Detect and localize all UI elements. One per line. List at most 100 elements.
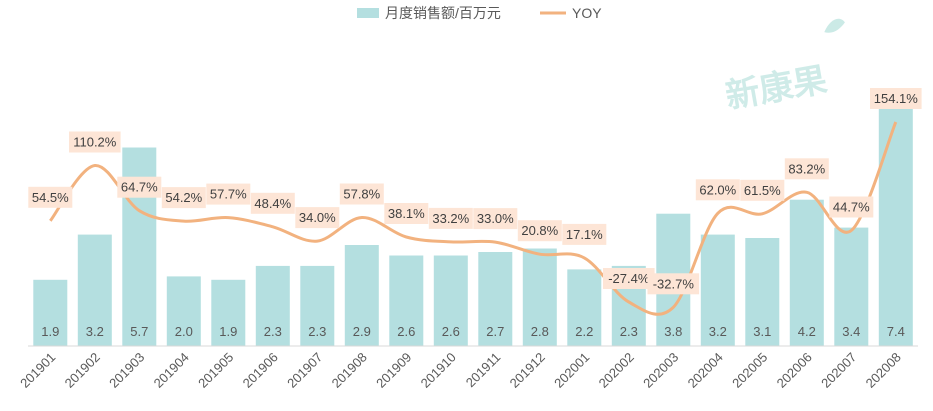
yoy-label-box xyxy=(829,196,874,218)
yoy-label-box xyxy=(784,158,829,180)
yoy-label-box xyxy=(562,223,607,245)
x-tick-label: 201905 xyxy=(195,350,236,391)
yoy-label-201905: 57.7% xyxy=(206,183,251,205)
bar-201906 xyxy=(255,265,290,346)
yoy-label-box xyxy=(517,220,562,242)
yoy-value-label: 48.4% xyxy=(254,196,291,211)
x-tick-label: 201904 xyxy=(151,350,192,391)
bar-value-label: 1.9 xyxy=(41,324,59,339)
yoy-label-202006: 83.2% xyxy=(784,158,829,180)
x-tick-label: 201906 xyxy=(240,350,281,391)
yoy-value-label: -27.4% xyxy=(608,271,650,286)
yoy-value-label: 33.2% xyxy=(432,211,469,226)
bar-value-label: 3.8 xyxy=(664,324,682,339)
yoy-value-label: 64.7% xyxy=(121,180,158,195)
yoy-value-label: 61.5% xyxy=(744,183,781,198)
x-axis-ticks: 201901 201902 201903 201904 201905 201906 2019… xyxy=(17,350,904,391)
bar-value-label: 3.1 xyxy=(753,324,771,339)
bar-202004 xyxy=(700,234,735,346)
yoy-label-box xyxy=(250,192,295,214)
yoy-value-label: 54.5% xyxy=(32,190,69,205)
yoy-label-201903: 64.7% xyxy=(117,176,162,198)
yoy-label-201911: 33.0% xyxy=(473,208,518,230)
bar-value-label: 2.7 xyxy=(486,324,504,339)
yoy-label-201902: 110.2% xyxy=(69,131,121,153)
yoy-value-label: 57.7% xyxy=(210,187,247,202)
bar-201907 xyxy=(300,265,335,346)
x-tick-label: 202003 xyxy=(640,350,681,391)
watermark-logo: 新康果 xyxy=(723,18,845,117)
yoy-label-202002: -27.4% xyxy=(603,268,655,289)
yoy-label-box xyxy=(295,207,340,229)
watermark-text: 新康果 xyxy=(723,60,830,117)
x-tick-label: 202004 xyxy=(685,350,726,391)
bar-value-label: 4.2 xyxy=(798,324,816,339)
x-tick-label: 202006 xyxy=(774,350,815,391)
x-tick-label: 201908 xyxy=(329,350,370,391)
yoy-value-label: 38.1% xyxy=(388,206,425,221)
yoy-value-label: 54.2% xyxy=(165,190,202,205)
yoy-label-202004: 62.0% xyxy=(695,179,740,201)
bar-202006 xyxy=(789,199,824,346)
yoy-label-201908: 57.8% xyxy=(339,183,384,205)
bar-value-label: 3.4 xyxy=(842,324,860,339)
yoy-label-box xyxy=(384,203,429,224)
bar-value-label: 7.4 xyxy=(887,324,905,339)
bar-201905 xyxy=(211,279,246,346)
bar-value-label: 2.6 xyxy=(442,324,460,339)
bar-202007 xyxy=(834,227,869,346)
bar-202005 xyxy=(745,238,780,346)
bar-value-label: 3.2 xyxy=(86,324,104,339)
yoy-label-202007: 44.7% xyxy=(829,196,874,218)
yoy-label-201901: 54.5% xyxy=(28,186,73,208)
bar-value-label: 2.0 xyxy=(175,324,193,339)
bar-value-label: 2.9 xyxy=(353,324,371,339)
bar-201908 xyxy=(344,245,379,346)
yoy-label-201907: 34.0% xyxy=(295,207,340,229)
leaf-icon xyxy=(824,18,845,33)
bar-201902 xyxy=(77,234,112,346)
yoy-label-box xyxy=(161,187,206,209)
yoy-value-label: 57.8% xyxy=(343,187,380,202)
yoy-value-label: 44.7% xyxy=(833,200,870,215)
yoy-label-box xyxy=(647,273,700,295)
bar-value-label: 5.7 xyxy=(130,324,148,339)
legend-swatch-sales xyxy=(357,8,379,18)
yoy-label-box xyxy=(428,207,473,229)
bar-201901 xyxy=(33,279,68,346)
x-tick-label: 201901 xyxy=(17,350,58,391)
bar-series xyxy=(33,88,913,347)
yoy-value-label: 34.0% xyxy=(299,210,336,225)
x-tick-label: 202007 xyxy=(818,350,859,391)
legend-label-yoy: YOY xyxy=(572,5,602,21)
bar-201912 xyxy=(522,248,557,346)
yoy-label-201912: 20.8% xyxy=(517,220,562,242)
yoy-value-label: 20.8% xyxy=(521,223,558,238)
yoy-label-201906: 48.4% xyxy=(250,192,295,214)
bar-value-label: 2.3 xyxy=(264,324,282,339)
x-tick-label: 201910 xyxy=(418,350,459,391)
legend-label-sales: 月度销售额/百万元 xyxy=(385,5,501,21)
yoy-label-201910: 33.2% xyxy=(428,207,473,229)
yoy-value-label: 62.0% xyxy=(699,182,736,197)
yoy-line xyxy=(49,121,898,316)
x-tick-label: 202002 xyxy=(596,350,637,391)
yoy-value-label: -32.7% xyxy=(653,276,695,291)
yoy-value-label: 17.1% xyxy=(566,227,603,242)
yoy-label-201904: 54.2% xyxy=(161,187,206,209)
yoy-label-box xyxy=(473,208,518,230)
bar-202008 xyxy=(878,88,913,347)
bar-value-label: 2.3 xyxy=(620,324,638,339)
legend: 月度销售额/百万元 YOY xyxy=(357,5,602,21)
x-tick-label: 201907 xyxy=(284,350,325,391)
yoy-labels: 54.5% 110.2% 64.7% 54.2% 57.7% 48.4% 34.0% 57.8… xyxy=(28,88,922,295)
yoy-label-box xyxy=(870,88,922,109)
bar-201910 xyxy=(433,255,468,346)
yoy-label-202008: 154.1% xyxy=(870,88,922,109)
yoy-value-label: 154.1% xyxy=(874,91,919,106)
bar-201909 xyxy=(389,255,424,346)
bar-value-label: 2.6 xyxy=(397,324,415,339)
yoy-label-box xyxy=(28,186,73,208)
bar-labels: 1.9 3.2 5.7 2.0 1.9 2.3 2.3 2.9 2.6 2.6 2.7 2.8 2.2 2… xyxy=(41,324,905,339)
